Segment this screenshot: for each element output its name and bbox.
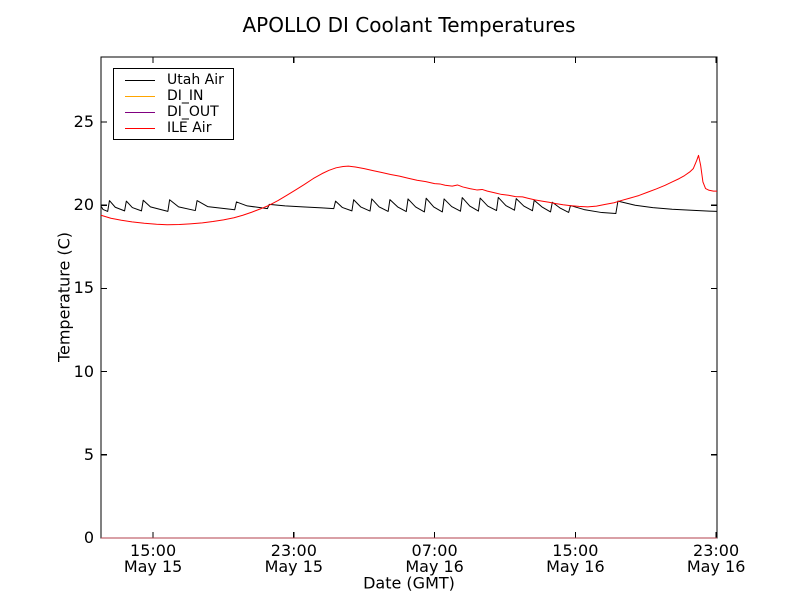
y-tick-label: 5 — [83, 444, 94, 464]
legend-line-di-in — [125, 95, 155, 97]
chart-title: APOLLO DI Coolant Temperatures — [242, 13, 576, 37]
legend-item-utah-air: Utah Air — [114, 72, 233, 88]
y-tick-label: 20 — [73, 195, 94, 215]
legend: Utah Air DI_IN DI_OUT ILE Air — [113, 68, 234, 140]
series-ile-air — [100, 154, 717, 226]
series-utah-air — [100, 196, 718, 215]
y-tick-label: 15 — [73, 278, 94, 298]
legend-item-di-in: DI_IN — [114, 88, 233, 104]
x-tick-label: 23:00 May 15 — [264, 541, 324, 576]
x-axis-label: Date (GMT) — [363, 573, 455, 593]
legend-label: Utah Air — [167, 72, 224, 88]
y-tick-label: 10 — [73, 361, 94, 381]
x-tick-label: 15:00 May 15 — [123, 541, 183, 576]
legend-line-di-out — [125, 111, 155, 113]
y-tick-label: 0 — [83, 528, 94, 547]
legend-line-ile-air — [125, 127, 155, 129]
legend-item-ile-air: ILE Air — [114, 120, 233, 136]
legend-item-di-out: DI_OUT — [114, 104, 233, 120]
x-tick-label: 23:00 May 16 — [686, 541, 746, 576]
x-tick-label: 15:00 May 16 — [546, 541, 605, 576]
y-tick-label: 25 — [73, 112, 94, 132]
legend-label: DI_OUT — [167, 104, 219, 120]
x-tick-label: 07:00 May 16 — [405, 541, 464, 576]
legend-label: ILE Air — [167, 120, 212, 136]
legend-line-utah-air — [125, 79, 155, 81]
legend-label: DI_IN — [167, 88, 204, 104]
